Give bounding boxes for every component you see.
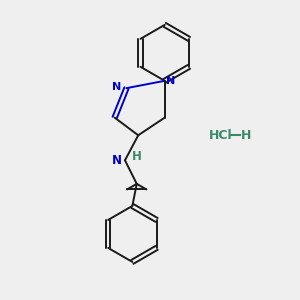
Text: N: N [112, 82, 121, 92]
Text: H: H [241, 129, 252, 142]
Text: HCl: HCl [209, 129, 232, 142]
Text: H: H [131, 150, 141, 163]
Text: N: N [166, 76, 176, 86]
Text: N: N [111, 154, 122, 167]
